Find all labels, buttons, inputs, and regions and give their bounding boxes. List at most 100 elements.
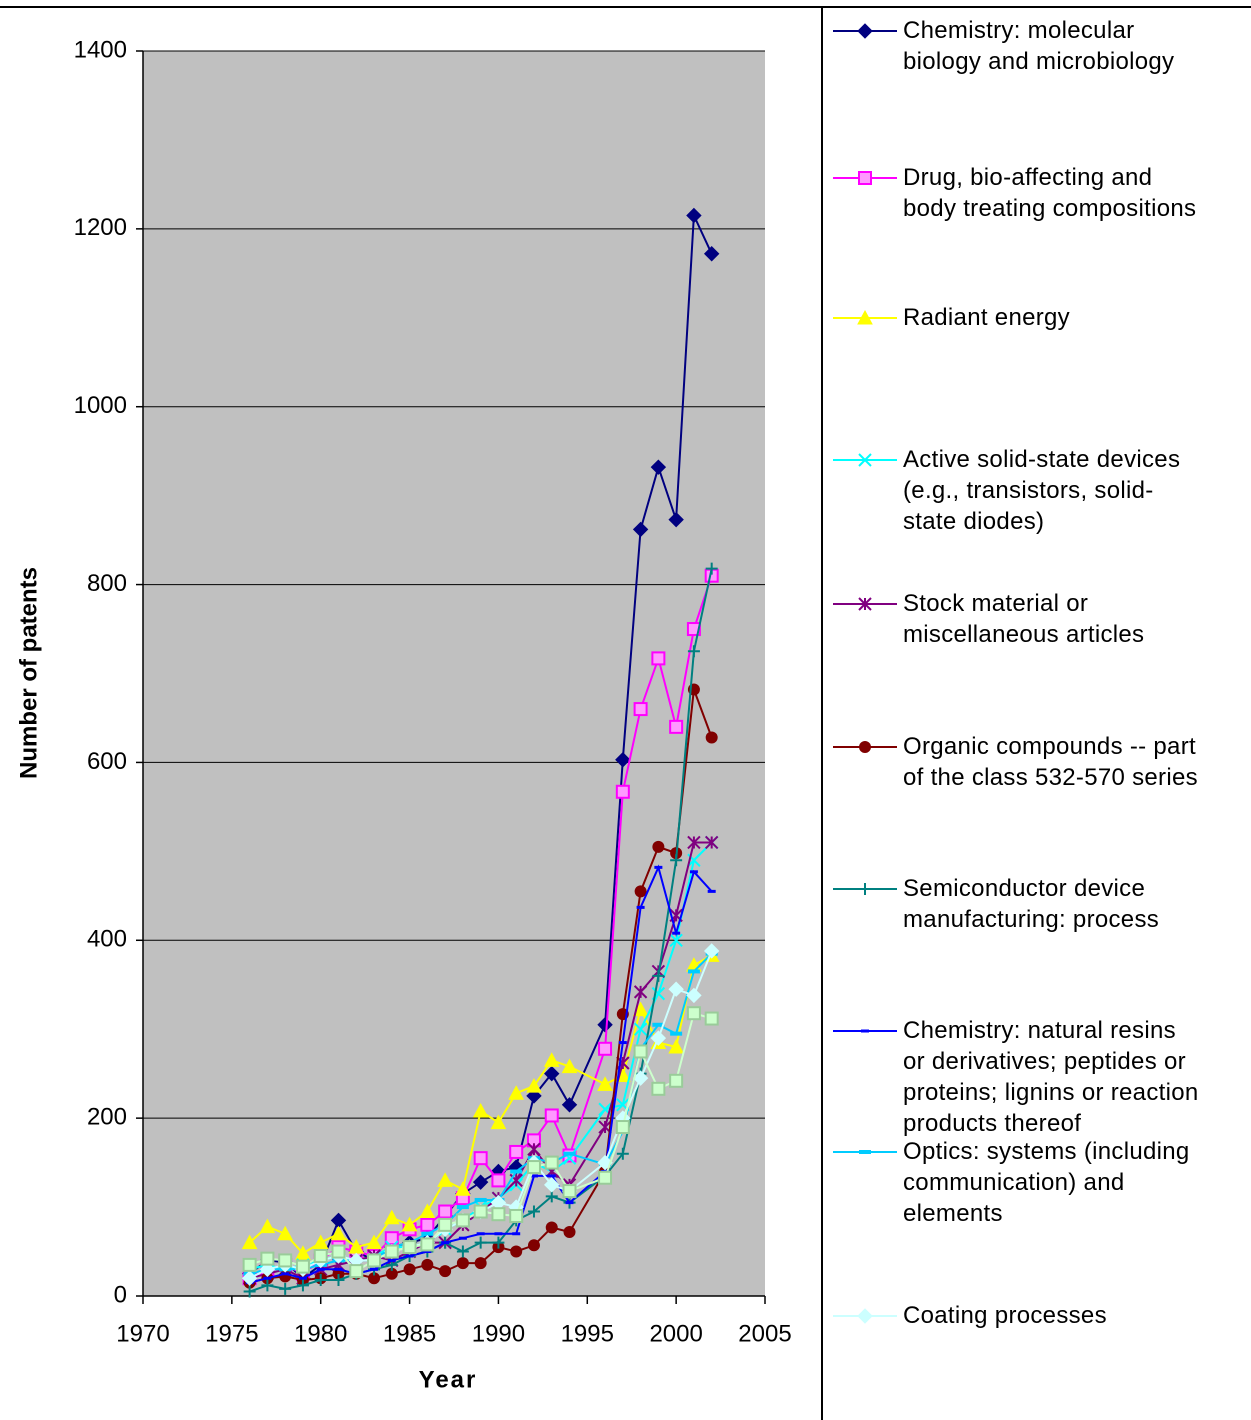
marker xyxy=(636,905,645,909)
marker xyxy=(242,1257,257,1272)
marker xyxy=(543,1052,560,1067)
marker xyxy=(385,1267,398,1280)
marker xyxy=(494,1232,503,1236)
legend-item xyxy=(833,453,897,467)
marker xyxy=(544,1155,559,1170)
marker xyxy=(633,1022,648,1036)
marker xyxy=(544,1177,560,1193)
marker xyxy=(512,1232,521,1236)
marker xyxy=(597,1017,613,1033)
marker xyxy=(316,1267,325,1271)
marker xyxy=(421,1231,434,1236)
marker xyxy=(402,1240,417,1255)
marker xyxy=(259,1218,276,1234)
marker xyxy=(705,562,718,575)
marker xyxy=(277,1225,294,1241)
marker xyxy=(857,309,873,325)
legend-item xyxy=(833,1308,897,1324)
marker xyxy=(367,1253,382,1268)
marker xyxy=(705,731,718,744)
marker xyxy=(707,889,716,893)
legend-label: Chemistry: molecular biology and microbi… xyxy=(903,17,1175,75)
marker xyxy=(472,1174,489,1190)
marker xyxy=(473,1204,488,1219)
marker xyxy=(563,1225,576,1238)
marker xyxy=(278,1253,293,1268)
legend-label: Optics: systems (including communication… xyxy=(903,1138,1190,1227)
marker xyxy=(565,1201,574,1205)
marker xyxy=(456,1245,469,1258)
y-tick-label: 1000 xyxy=(74,392,127,419)
marker xyxy=(529,1174,538,1178)
marker xyxy=(243,1285,256,1298)
marker xyxy=(383,1209,400,1225)
marker xyxy=(296,1279,309,1292)
marker xyxy=(491,1173,506,1188)
marker xyxy=(476,1232,485,1236)
marker xyxy=(474,1257,487,1270)
marker xyxy=(492,1236,505,1249)
marker xyxy=(508,1085,525,1100)
legend-label: Coating processes xyxy=(903,1302,1107,1329)
marker xyxy=(295,1245,311,1260)
marker xyxy=(704,835,719,850)
legend-item xyxy=(833,1150,897,1154)
marker xyxy=(703,943,720,959)
marker xyxy=(298,1276,307,1280)
marker xyxy=(349,1264,364,1279)
marker xyxy=(687,645,700,658)
marker xyxy=(419,1203,436,1219)
marker xyxy=(598,1041,613,1056)
marker xyxy=(405,1254,414,1258)
marker xyxy=(261,1279,274,1292)
marker xyxy=(455,1213,470,1228)
marker xyxy=(704,1011,719,1026)
legend-item xyxy=(833,597,897,611)
marker xyxy=(545,1221,558,1234)
marker xyxy=(526,1160,541,1175)
marker xyxy=(858,171,872,185)
y-tick-label: 400 xyxy=(87,926,127,953)
marker xyxy=(672,931,681,935)
marker xyxy=(314,1273,327,1286)
marker xyxy=(669,933,683,947)
plot-area xyxy=(143,51,765,1296)
legend-label: Drug, bio-affecting and body treating co… xyxy=(903,164,1197,222)
legend-item xyxy=(833,23,897,39)
marker xyxy=(633,702,648,717)
marker xyxy=(526,1078,542,1093)
marker xyxy=(330,1225,347,1241)
marker xyxy=(859,1150,871,1154)
marker xyxy=(650,459,667,475)
legend-item xyxy=(833,741,897,753)
marker xyxy=(632,1070,649,1086)
marker xyxy=(668,1038,684,1054)
marker xyxy=(527,1142,541,1156)
legend-item xyxy=(833,1029,897,1033)
x-tick-label: 1990 xyxy=(472,1320,525,1347)
marker xyxy=(420,1237,435,1252)
marker xyxy=(456,1257,469,1270)
marker xyxy=(669,1073,684,1088)
marker xyxy=(527,1239,540,1252)
marker xyxy=(861,1029,869,1033)
marker xyxy=(618,1041,627,1045)
y-tick-label: 1400 xyxy=(74,36,127,63)
marker xyxy=(857,23,873,39)
marker xyxy=(455,1181,471,1196)
y-axis-label: Number of patents xyxy=(15,567,42,779)
x-tick-label: 1975 xyxy=(205,1320,258,1347)
x-tick-label: 1985 xyxy=(383,1320,436,1347)
marker xyxy=(651,1081,666,1096)
marker xyxy=(474,1197,487,1202)
marker xyxy=(279,1282,292,1295)
marker xyxy=(441,1241,450,1245)
marker xyxy=(527,1205,540,1218)
marker xyxy=(438,1204,453,1219)
marker xyxy=(509,1208,524,1223)
marker xyxy=(654,865,663,869)
marker xyxy=(615,752,631,768)
marker xyxy=(313,1248,328,1263)
marker xyxy=(259,1261,276,1278)
marker xyxy=(403,1263,416,1276)
